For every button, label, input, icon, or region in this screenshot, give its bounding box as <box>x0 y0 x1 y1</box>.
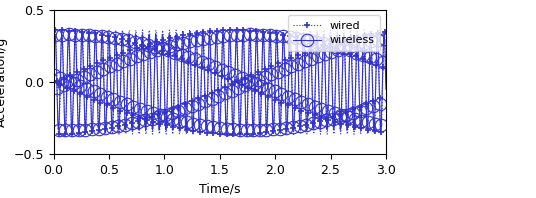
wireless <box>129 129 136 131</box>
wireless <box>94 106 101 109</box>
wireless <box>226 49 232 52</box>
wired <box>106 37 113 39</box>
wired <box>225 65 232 67</box>
Line: wireless: wireless <box>47 28 392 136</box>
wireless <box>233 43 239 45</box>
wired <box>50 81 57 83</box>
wired <box>94 101 101 104</box>
wireless <box>162 129 169 131</box>
wired <box>291 133 297 135</box>
wired <box>162 128 169 130</box>
wired <box>200 29 206 31</box>
wireless <box>383 88 389 90</box>
wireless <box>220 33 226 36</box>
wireless <box>106 45 113 47</box>
wireless <box>50 74 57 76</box>
wired <box>232 55 239 58</box>
Legend: wired, wireless: wired, wireless <box>288 15 381 51</box>
X-axis label: Time/s: Time/s <box>199 183 241 196</box>
wired <box>383 81 389 83</box>
wireless <box>195 91 201 93</box>
wired <box>195 70 201 73</box>
Line: wired: wired <box>50 27 389 138</box>
Y-axis label: Acceleration/g: Acceleration/g <box>0 37 8 127</box>
